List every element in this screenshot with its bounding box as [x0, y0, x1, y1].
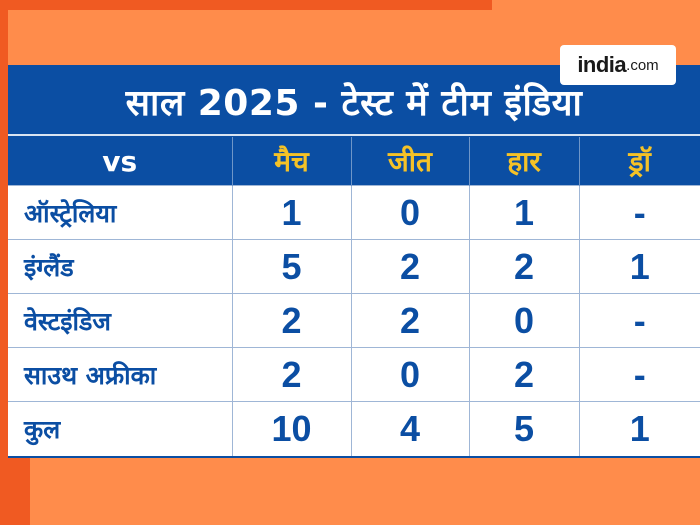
india-com-logo: india .com: [560, 45, 676, 85]
header-won: जीत: [350, 137, 469, 186]
header-row: vs मैच जीत हार ड्रॉ: [8, 137, 700, 186]
draw-cell: -: [578, 293, 700, 348]
lost-cell: 2: [468, 239, 579, 294]
lost-cell: 0: [468, 293, 579, 348]
team-name: साउथ अफ्रीका: [8, 347, 232, 402]
team-name: ऑस्ट्रेलिया: [8, 185, 232, 240]
total-row: कुल 10 4 5 1: [8, 401, 700, 458]
won-cell: 2: [350, 293, 469, 348]
won-total: 4: [350, 401, 469, 458]
left-accent-bar: [0, 0, 8, 525]
matches-total: 10: [231, 401, 351, 458]
matches-cell: 1: [231, 185, 351, 240]
title-divider: [8, 134, 700, 136]
lost-cell: 1: [468, 185, 579, 240]
lost-cell: 2: [468, 347, 579, 402]
lost-total: 5: [468, 401, 579, 458]
team-name: इंग्लैंड: [8, 239, 232, 294]
logo-brand: india: [577, 52, 627, 77]
total-label: कुल: [8, 401, 232, 458]
page-title: साल 2025 - टेस्ट में टीम इंडिया: [125, 82, 583, 124]
top-accent-bar: [0, 0, 492, 10]
matches-cell: 5: [231, 239, 351, 294]
won-cell: 0: [350, 347, 469, 402]
test-stats-table: vs मैच जीत हार ड्रॉ ऑस्ट्रेलिया 1 0 1 - …: [8, 137, 700, 458]
table-row: वेस्टइंडिज 2 2 0 -: [8, 293, 700, 348]
table-row: ऑस्ट्रेलिया 1 0 1 -: [8, 185, 700, 240]
team-name: वेस्टइंडिज: [8, 293, 232, 348]
draw-cell: 1: [578, 239, 700, 294]
table-row: इंग्लैंड 5 2 2 1: [8, 239, 700, 294]
matches-cell: 2: [231, 347, 351, 402]
header-vs: vs: [8, 137, 232, 186]
won-cell: 0: [350, 185, 469, 240]
won-cell: 2: [350, 239, 469, 294]
header-lost: हार: [468, 137, 579, 186]
header-draw: ड्रॉ: [578, 137, 700, 186]
draw-cell: -: [578, 185, 700, 240]
header-matches: मैच: [231, 137, 351, 186]
matches-cell: 2: [231, 293, 351, 348]
logo-tld: .com: [626, 56, 659, 74]
draw-cell: -: [578, 347, 700, 402]
draw-total: 1: [578, 401, 700, 458]
table-row: साउथ अफ्रीका 2 0 2 -: [8, 347, 700, 402]
